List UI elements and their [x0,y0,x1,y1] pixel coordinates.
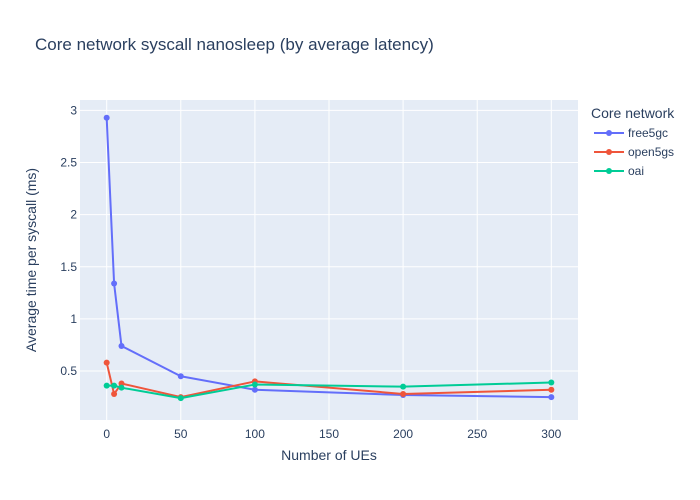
open5gs-point [548,386,555,393]
legend-items[interactable]: free5gc open5gs oai [594,126,674,178]
legend-marker-icon [606,168,612,174]
legend-label: free5gc [628,126,668,140]
open5gs-point [111,390,118,397]
legend-title: Core network [591,105,675,121]
y-tick-label: 2.5 [60,156,77,170]
x-tick-label: 150 [319,427,339,441]
open5gs-point [400,390,407,397]
x-tick-label: 50 [174,427,188,441]
legend-item-open5gs[interactable]: open5gs [594,145,674,159]
legend[interactable]: Core network free5gc open5gs oai [591,105,675,178]
open5gs-point [103,359,110,366]
legend-item-oai[interactable]: oai [594,164,644,178]
free5gc-point [103,114,110,121]
y-tick-label: 3 [70,103,77,117]
y-axis-title: Average time per syscall (ms) [23,168,39,352]
y-axis-ticks: 0.5 1 1.5 2 2.5 3 [60,103,77,378]
oai-point [103,382,110,389]
free5gc-point [111,280,118,287]
oai-point [548,379,555,386]
chart-title: Core network syscall nanosleep (by avera… [35,35,434,54]
oai-point [111,382,118,389]
oai-point [177,395,184,402]
x-axis-title: Number of UEs [281,447,377,463]
legend-label: oai [628,164,644,178]
y-tick-label: 1 [70,312,77,326]
legend-marker-icon [606,130,612,136]
free5gc-point [177,373,184,380]
series-oai [103,379,555,402]
legend-marker-icon [606,149,612,155]
x-tick-label: 0 [103,427,110,441]
x-tick-label: 250 [467,427,487,441]
y-tick-label: 2 [70,208,77,222]
y-tick-label: 1.5 [60,260,77,274]
x-tick-label: 200 [393,427,413,441]
x-axis-ticks: 0 50 100 150 200 250 300 [103,427,561,441]
oai-point [251,381,258,388]
free5gc-point [548,394,555,401]
free5gc-point [118,342,125,349]
y-tick-label: 0.5 [60,364,77,378]
legend-item-free5gc[interactable]: free5gc [594,126,668,140]
x-tick-label: 100 [245,427,265,441]
grid-lines [80,100,578,420]
series-layer [103,114,555,402]
oai-point [118,384,125,391]
legend-label: open5gs [628,145,674,159]
open5gs-point [118,380,125,387]
free5gc-point [251,386,258,393]
oai-point [400,383,407,390]
x-tick-label: 300 [541,427,561,441]
